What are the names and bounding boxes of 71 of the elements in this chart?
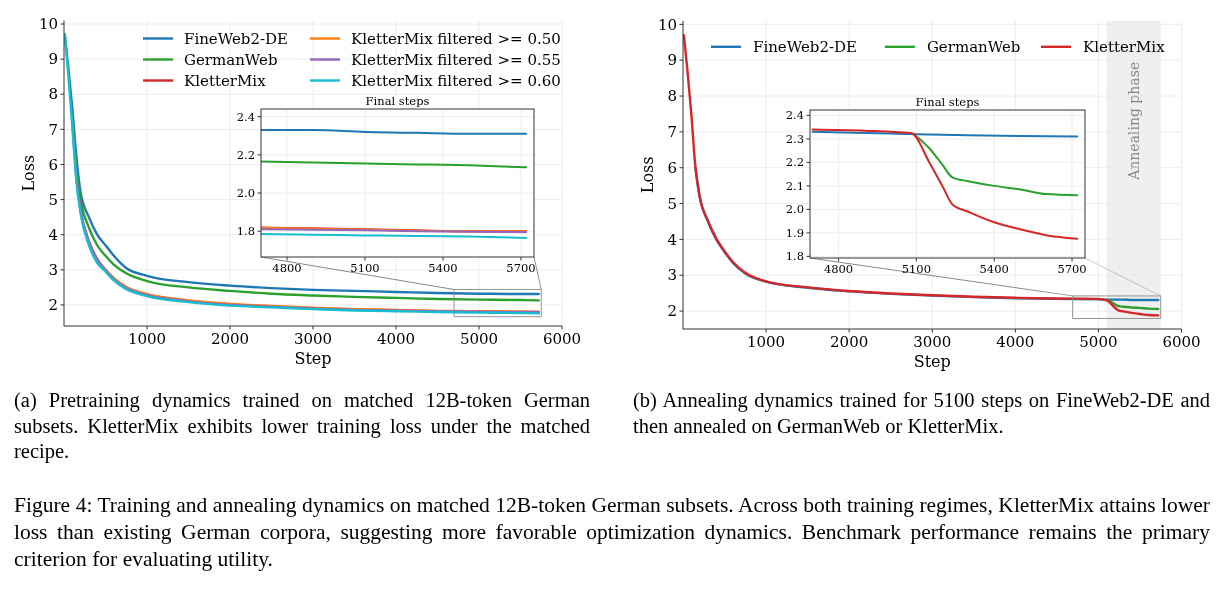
x-tick-label: 4000 bbox=[996, 333, 1035, 351]
x-tick-label: 2000 bbox=[210, 330, 250, 348]
y-tick-label: 2.0 bbox=[785, 202, 804, 217]
y-tick-label: 1.8 bbox=[236, 224, 255, 239]
x-tick-label: 1000 bbox=[746, 333, 786, 351]
y-tick-label: 7 bbox=[667, 123, 677, 142]
y-tick-label: 10 bbox=[38, 15, 58, 34]
text: (b) Annealing dynamics trained for 5100 steps on FineWeb2-DE and then annealed on GermanWeb or KletterMix. bbox=[633, 388, 1210, 439]
y-tick-label: 1.8 bbox=[785, 249, 804, 264]
x-tick-label: 1000 bbox=[127, 330, 167, 348]
y-tick-label: 3 bbox=[667, 266, 677, 285]
y-tick-label: 5 bbox=[48, 190, 58, 209]
y-tick-label: 2.4 bbox=[785, 108, 804, 123]
y-tick-label: 2.2 bbox=[236, 147, 255, 162]
y-tick-label: 2.0 bbox=[236, 186, 255, 201]
x-tick-label: 3000 bbox=[293, 330, 333, 348]
text: (a) Pretraining dynamics trained on matched 12B-token German subsets. KletterMix exhibits lower training loss under the matched recipe. bbox=[14, 388, 590, 465]
band-label: Annealing phase bbox=[1125, 61, 1142, 181]
y-tick-label: 6 bbox=[48, 155, 58, 174]
y-axis-title: Loss bbox=[19, 154, 38, 192]
x-tick-label: 6000 bbox=[542, 330, 582, 348]
y-tick-label: 8 bbox=[667, 87, 677, 106]
y-tick-label: 2.2 bbox=[785, 155, 804, 170]
y-tick-label: 2.4 bbox=[236, 109, 255, 124]
chart-title: Final steps bbox=[365, 94, 430, 108]
y-tick-label: 1.9 bbox=[785, 225, 804, 240]
x-tick-label: 5700 bbox=[506, 261, 536, 276]
line-series bbox=[1105, 298, 1160, 311]
legend-label: GermanWeb bbox=[926, 38, 1021, 57]
y-tick-label: 5 bbox=[667, 194, 677, 213]
y-tick-label: 7 bbox=[48, 120, 58, 139]
x-tick-label: 5100 bbox=[901, 262, 932, 277]
y-tick-label: 8 bbox=[48, 85, 58, 104]
y-tick-label: 2 bbox=[667, 302, 677, 321]
legend-label: GermanWeb bbox=[184, 50, 278, 69]
line-series bbox=[811, 128, 1079, 240]
x-axis-title: Step bbox=[913, 352, 951, 371]
y-axis-title: Loss bbox=[638, 156, 657, 194]
line-series bbox=[912, 133, 1079, 197]
x-tick-label: 5000 bbox=[459, 330, 499, 348]
y-tick-label: 2.3 bbox=[785, 131, 804, 146]
legend-label: KletterMix bbox=[1083, 38, 1166, 57]
y-tick-label: 9 bbox=[667, 51, 677, 70]
y-tick-label: 4 bbox=[667, 230, 677, 249]
x-tick-label: 6000 bbox=[1162, 333, 1201, 351]
x-tick-label: 5700 bbox=[1057, 262, 1087, 277]
chart-title: Final steps bbox=[915, 95, 980, 109]
legend-label: FineWeb2-DE bbox=[184, 29, 289, 48]
x-tick-label: 4800 bbox=[823, 262, 854, 277]
x-tick-label: 3000 bbox=[913, 333, 952, 351]
legend-label: FineWeb2-DE bbox=[753, 38, 858, 57]
y-tick-label: 4 bbox=[48, 225, 58, 244]
x-tick-label: 5400 bbox=[979, 262, 1009, 277]
y-tick-label: 3 bbox=[48, 261, 58, 280]
x-tick-label: 5000 bbox=[1079, 333, 1118, 351]
legend-label: KletterMix filtered >= 0.55 bbox=[351, 50, 561, 69]
y-tick-label: 2.1 bbox=[785, 178, 804, 193]
legend-label: KletterMix bbox=[184, 71, 267, 90]
legend-label: KletterMix filtered >= 0.50 bbox=[351, 29, 561, 48]
y-tick-label: 10 bbox=[657, 15, 677, 34]
caption: Figure 4: Training and annealing dynamics on matched 12B-token German subsets. Across both training regimes, KletterMix attains lower loss than existing German corpora, suggesting more favorable optimization dynamics. Benchmark performance remains the primary criterion for evaluating utility. bbox=[14, 492, 1210, 573]
x-tick-label: 5400 bbox=[428, 261, 458, 276]
x-axis-title: Step bbox=[294, 349, 332, 368]
y-tick-label: 9 bbox=[48, 50, 58, 69]
x-tick-label: 4000 bbox=[376, 330, 416, 348]
y-tick-label: 2 bbox=[48, 296, 58, 315]
x-tick-label: 4800 bbox=[272, 261, 302, 276]
x-tick-label: 5100 bbox=[350, 261, 380, 276]
x-tick-label: 2000 bbox=[830, 333, 869, 351]
y-tick-label: 6 bbox=[667, 158, 677, 177]
legend-label: KletterMix filtered >= 0.60 bbox=[351, 71, 561, 90]
